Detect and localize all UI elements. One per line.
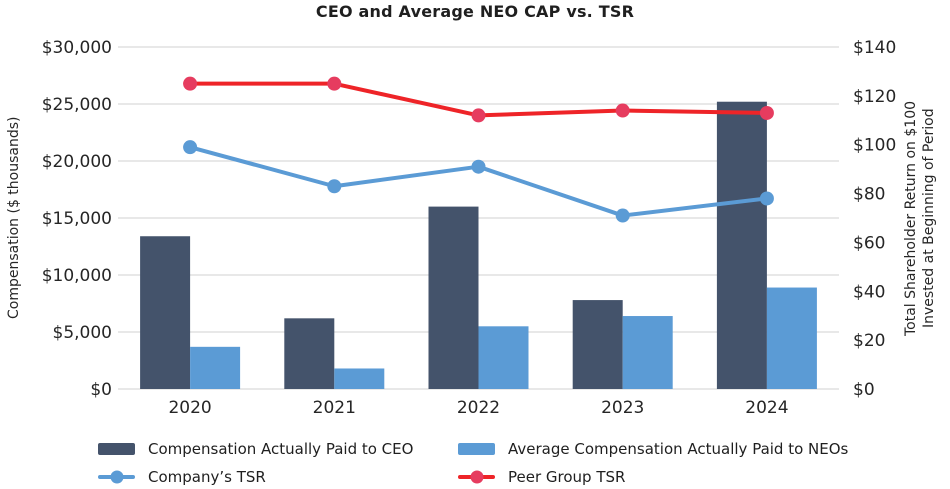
legend-swatch-neo-bar [458,443,495,455]
y-right-tick-label: $80 [853,185,885,205]
y-left-tick-label: $5,000 [53,323,112,343]
y-left-tick-label: $15,000 [42,209,112,229]
chart-title: CEO and Average NEO CAP vs. TSR [315,2,635,21]
bar-ceo-2022 [428,206,479,389]
bar-ceo-2021 [284,318,335,389]
legend-dot-peer-tsr [470,470,483,484]
legend-label-ceo-compensation: Compensation Actually Paid to CEO [148,440,414,458]
y-left-tick-label: $10,000 [42,266,112,286]
legend-swatch-ceo-bar [98,443,135,455]
dot-company-tsr-2024 [759,191,774,206]
legend-item-company-tsr: Company’s TSR [98,468,266,486]
y-right-tick-label: $0 [853,380,875,400]
x-tick-label: 2023 [601,398,644,418]
dot-company-tsr-2021 [327,179,342,194]
y-right-tick-label: $40 [853,282,885,302]
dot-peer-group-tsr-2023 [615,103,630,118]
legend-swatch-peer-tsr-line [458,470,495,484]
bar-neo-2021 [334,368,385,389]
legend-item-ceo-compensation: Compensation Actually Paid to CEO [98,440,414,458]
x-tick-label: 2022 [457,398,500,418]
legend-dot-company-tsr [110,470,123,484]
y-right-tick-label: $60 [853,233,885,253]
legend-label-neo-compensation: Average Compensation Actually Paid to NE… [508,440,849,458]
bar-neo-2023 [622,316,673,389]
bar-ceo-2020 [140,236,191,389]
bar-neo-2020 [190,346,241,389]
dot-peer-group-tsr-2020 [183,76,198,91]
bar-ceo-2024 [716,101,767,389]
dot-peer-group-tsr-2022 [471,108,486,123]
y-left-tick-label: $0 [90,380,112,400]
x-tick-label: 2024 [745,398,788,418]
y-left-tick-label: $20,000 [42,152,112,172]
x-tick-label: 2020 [168,398,211,418]
bar-ceo-2023 [572,300,623,389]
bar-neo-2022 [478,326,529,389]
y-left-tick-label: $30,000 [42,38,112,58]
line-company-tsr [188,145,769,218]
legend-label-company-tsr: Company’s TSR [148,468,266,486]
legend-label-peer-group-tsr: Peer Group TSR [508,468,626,486]
dot-company-tsr-2022 [471,159,486,174]
x-tick-label: 2021 [313,398,356,418]
legend-item-peer-group-tsr: Peer Group TSR [458,468,626,486]
dot-company-tsr-2020 [183,140,198,155]
y-right-tick-label: $140 [853,38,896,58]
y-right-tick-label: $100 [853,136,896,156]
bar-neo-2024 [766,287,817,389]
dot-peer-group-tsr-2024 [759,105,774,120]
y-left-tick-label: $25,000 [42,95,112,115]
legend-swatch-company-tsr-line [98,470,135,484]
y-right-tick-label: $120 [853,87,896,107]
y-right-tick-label: $20 [853,331,885,351]
legend-item-neo-compensation: Average Compensation Actually Paid to NE… [458,440,849,458]
dot-peer-group-tsr-2021 [327,76,342,91]
dot-company-tsr-2023 [615,208,630,223]
